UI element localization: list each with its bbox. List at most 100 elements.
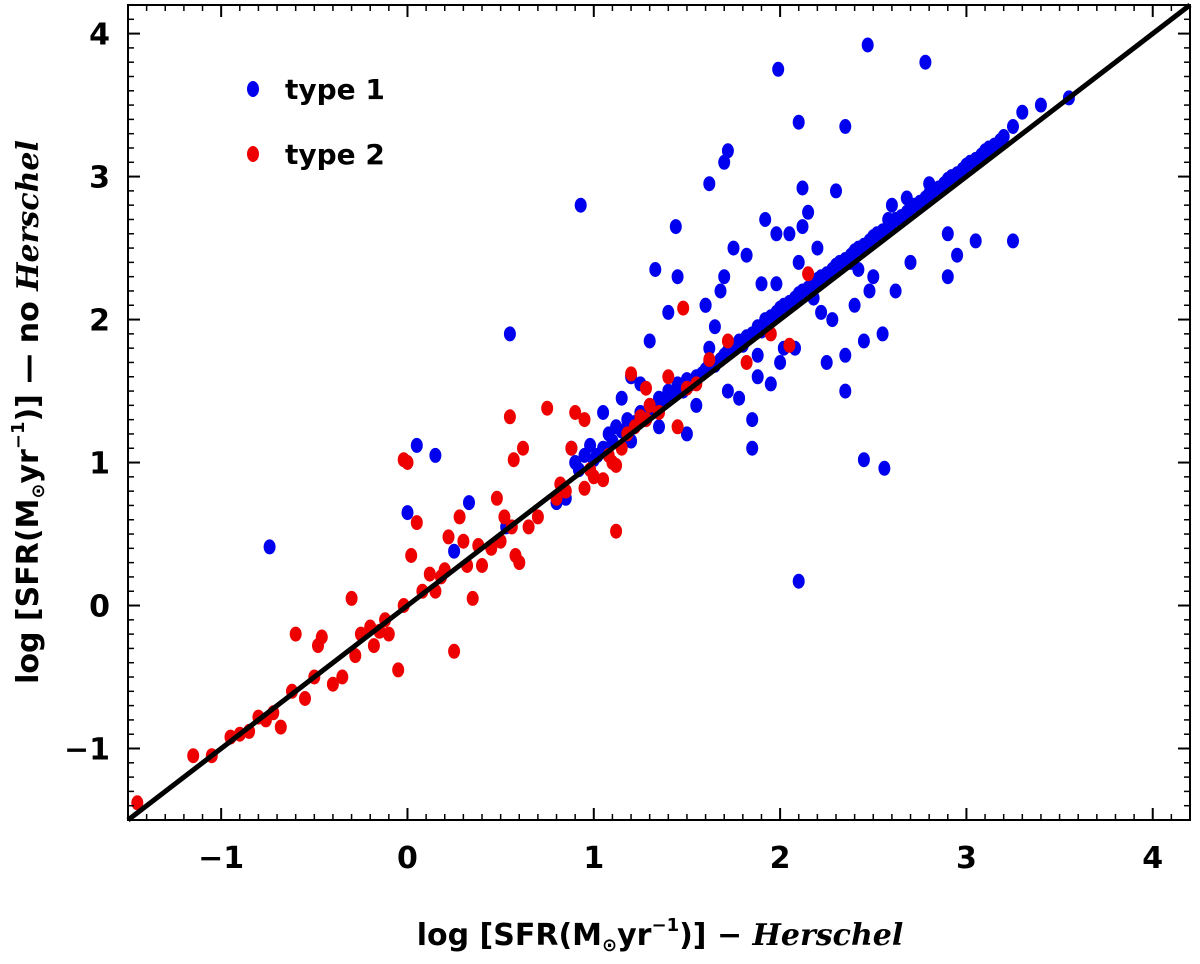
y-axis-title: log [SFR(M⊙yr−1)] — no Herschel [8,140,49,684]
y-axis-title-mid: yr [11,449,46,484]
point-type-1 [878,460,891,476]
point-type-1 [951,247,964,263]
point-type-2 [783,337,796,353]
legend-label-type-2: type 2 [285,138,385,171]
point-type-1 [774,355,787,370]
point-type-1 [755,276,768,292]
point-type-1 [830,183,842,199]
point-type-1 [919,54,932,70]
legend-marker-type-1 [247,81,259,97]
point-type-2 [405,548,418,563]
point-type-1 [867,269,880,285]
x-tick-label: 4 [1142,841,1163,876]
point-type-1 [885,197,898,213]
point-type-1 [401,505,414,521]
x-tick-label: 1 [583,841,604,876]
point-type-2 [721,333,734,349]
y-axis-title-sun: ⊙ [28,484,49,499]
point-type-1 [792,114,805,130]
point-type-1 [463,495,475,511]
point-type-2 [490,490,503,506]
point-type-1 [764,376,777,392]
point-type-1 [708,319,721,335]
point-type-1 [410,437,423,453]
point-type-2 [703,352,716,368]
point-type-2 [442,529,455,545]
point-type-1 [783,226,796,242]
point-type-1 [923,176,936,192]
point-type-2 [578,412,591,428]
point-type-2 [565,440,578,456]
point-type-1 [662,304,675,320]
point-type-2 [662,369,675,385]
point-type-1 [727,240,740,256]
point-type-2 [476,558,488,573]
point-type-2 [610,457,623,473]
point-type-1 [815,304,828,320]
point-type-2 [522,519,535,535]
point-type-2 [453,509,466,525]
point-type-1 [770,276,783,292]
point-type-2 [382,626,395,642]
y-axis-title-italic: Herschel [11,140,46,292]
point-type-2 [671,419,684,435]
point-type-1 [904,254,917,270]
x-tick-label: 0 [397,841,418,876]
point-type-2 [392,662,405,678]
point-type-1 [671,269,684,285]
y-axis-title-suffix: )] — no [11,291,46,422]
y-tick-label: 2 [89,304,110,339]
point-type-1 [584,437,597,453]
point-type-2 [677,300,690,316]
point-type-1 [574,197,587,213]
point-type-1 [429,447,442,463]
point-type-2 [740,355,753,370]
legend-marker-type-2 [247,146,259,162]
point-type-1 [839,119,852,134]
legend-label-type-1: type 1 [285,73,385,106]
point-type-1 [770,226,783,242]
point-type-1 [721,383,734,399]
legend: type 1 type 2 [247,73,385,171]
point-type-2 [457,533,470,549]
point-type-1 [746,440,759,456]
point-type-1 [503,326,516,342]
point-type-1 [649,262,662,277]
point-type-2 [397,452,410,468]
point-type-2 [326,676,339,692]
point-type-1 [721,143,734,159]
point-type-2 [643,397,656,413]
point-type-2 [507,452,520,468]
point-type-1 [751,347,764,363]
x-tick-label: 3 [956,841,977,876]
point-type-1 [811,240,824,256]
point-type-1 [597,405,610,420]
reference-line-layer [126,3,1192,822]
point-type-2 [498,509,511,525]
point-type-2 [597,472,610,488]
point-type-1 [857,452,870,468]
point-type-2 [274,719,287,735]
point-type-1 [861,37,874,53]
point-type-2 [541,400,554,416]
point-type-2 [802,266,815,282]
point-type-1 [997,129,1010,144]
point-type-2 [513,555,526,571]
point-type-1 [751,369,764,385]
point-type-1 [820,355,833,370]
point-type-2 [640,380,652,396]
point-type-1 [746,412,759,428]
point-type-2 [448,643,461,659]
point-type-1 [969,233,982,249]
plot-frame [127,4,1191,821]
point-type-1 [690,397,703,413]
point-type-1 [941,269,954,285]
point-type-2 [503,409,516,425]
point-type-1 [848,297,861,313]
y-axis-title-prefix: log [SFR(M [11,499,46,684]
point-type-1 [718,269,731,285]
point-type-2 [315,629,328,645]
y-axis-title-exponent: −1 [8,422,29,450]
one-to-one-line [126,3,1192,822]
